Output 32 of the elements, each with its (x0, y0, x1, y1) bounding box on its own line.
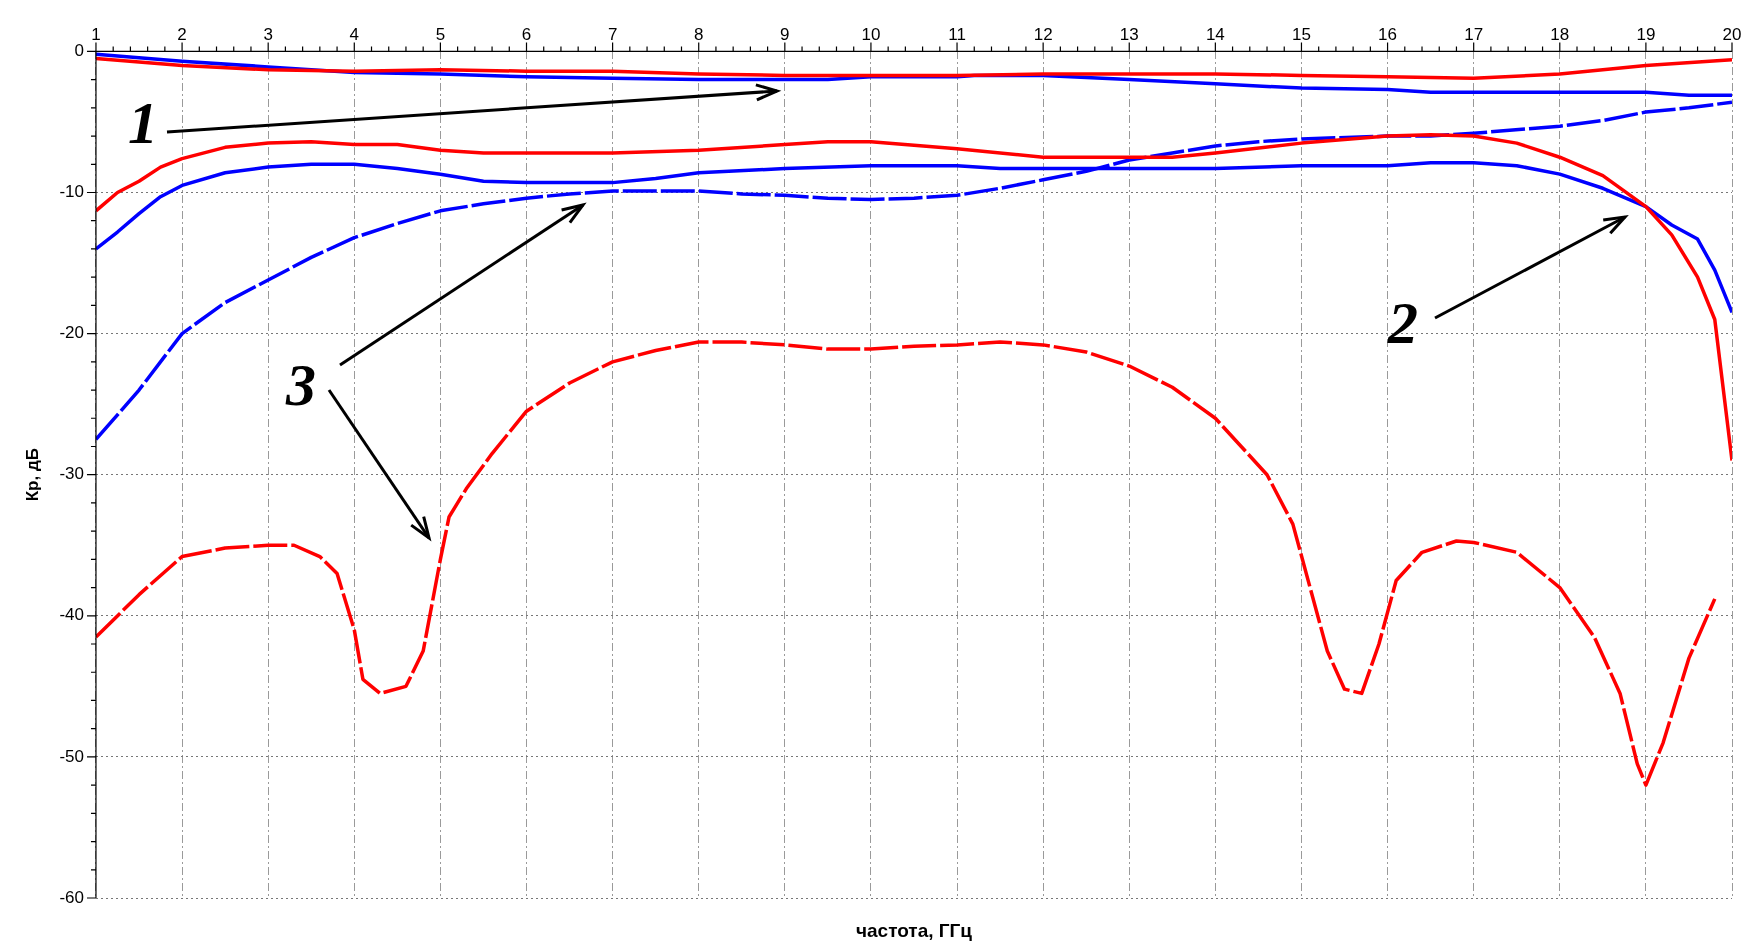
y-tick-label: -10 (59, 182, 84, 202)
x-tick-label: 4 (349, 24, 360, 44)
annotation: 1 (128, 90, 158, 156)
y-tick-label: -60 (59, 887, 84, 907)
y-tick-label: 0 (74, 41, 84, 61)
x-tick-label: 8 (693, 24, 704, 44)
x-tick-label: 16 (1378, 24, 1398, 44)
y-tick-label: -20 (59, 323, 84, 343)
x-tick-label: 10 (861, 24, 881, 44)
y-tick-label: -40 (59, 605, 84, 625)
x-tick-label: 2 (177, 24, 187, 44)
annotation: 2 (1388, 290, 1418, 356)
annotation: 3 (286, 352, 316, 418)
x-tick-label: 1 (91, 24, 101, 44)
x-tick-label: 5 (435, 24, 446, 44)
x-tick-label: 12 (1033, 24, 1053, 44)
x-tick-label: 20 (1722, 24, 1742, 44)
y-axis-title: Кр, дБ (22, 448, 42, 502)
x-tick-label: 18 (1550, 24, 1570, 44)
y-tick-label: -50 (59, 746, 84, 766)
x-tick-label: 3 (263, 24, 273, 44)
x-tick-label: 17 (1464, 24, 1484, 44)
x-tick-label: 14 (1205, 24, 1225, 44)
x-axis-title: частота, ГГц (855, 920, 973, 942)
x-tick-label: 19 (1636, 24, 1656, 44)
x-tick-label: 13 (1119, 24, 1139, 44)
x-tick-label: 11 (948, 24, 966, 44)
y-tick-label: -30 (59, 464, 84, 484)
x-tick-label: 6 (521, 24, 532, 44)
x-tick-label: 15 (1292, 24, 1311, 44)
x-tick-label: 7 (607, 24, 618, 44)
x-tick-label: 9 (780, 24, 790, 44)
